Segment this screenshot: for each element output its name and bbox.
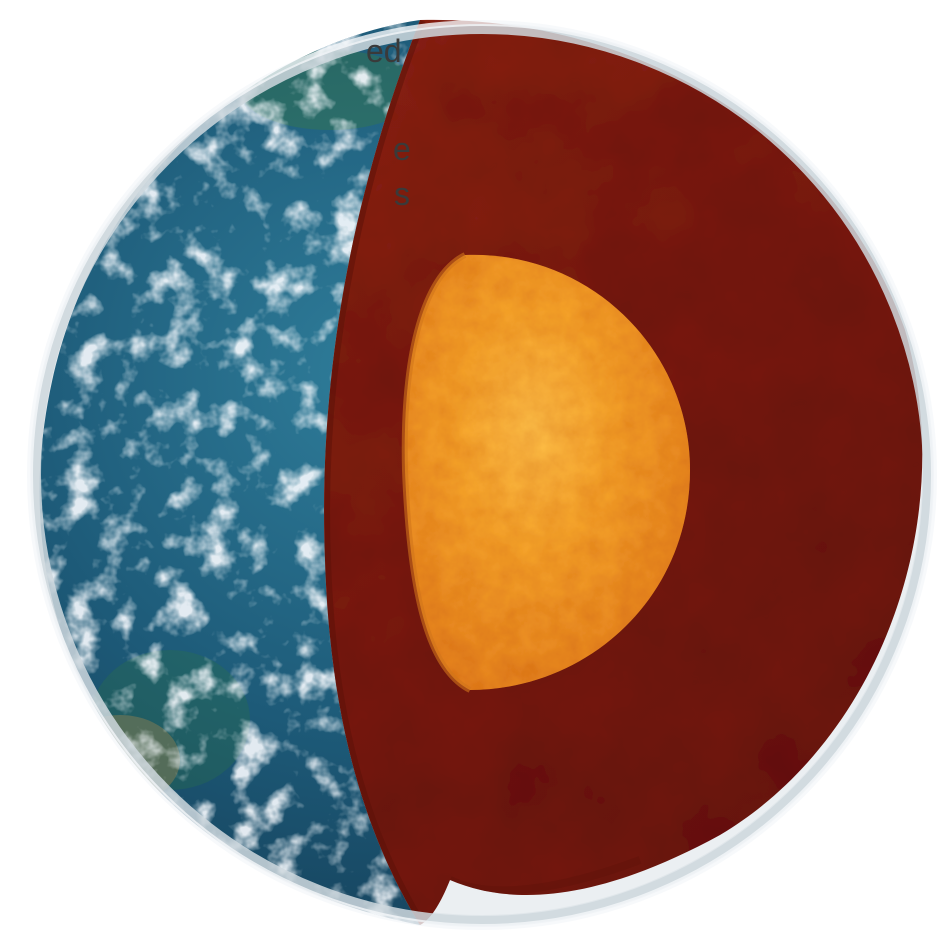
outer-core-hemisphere — [401, 252, 690, 693]
